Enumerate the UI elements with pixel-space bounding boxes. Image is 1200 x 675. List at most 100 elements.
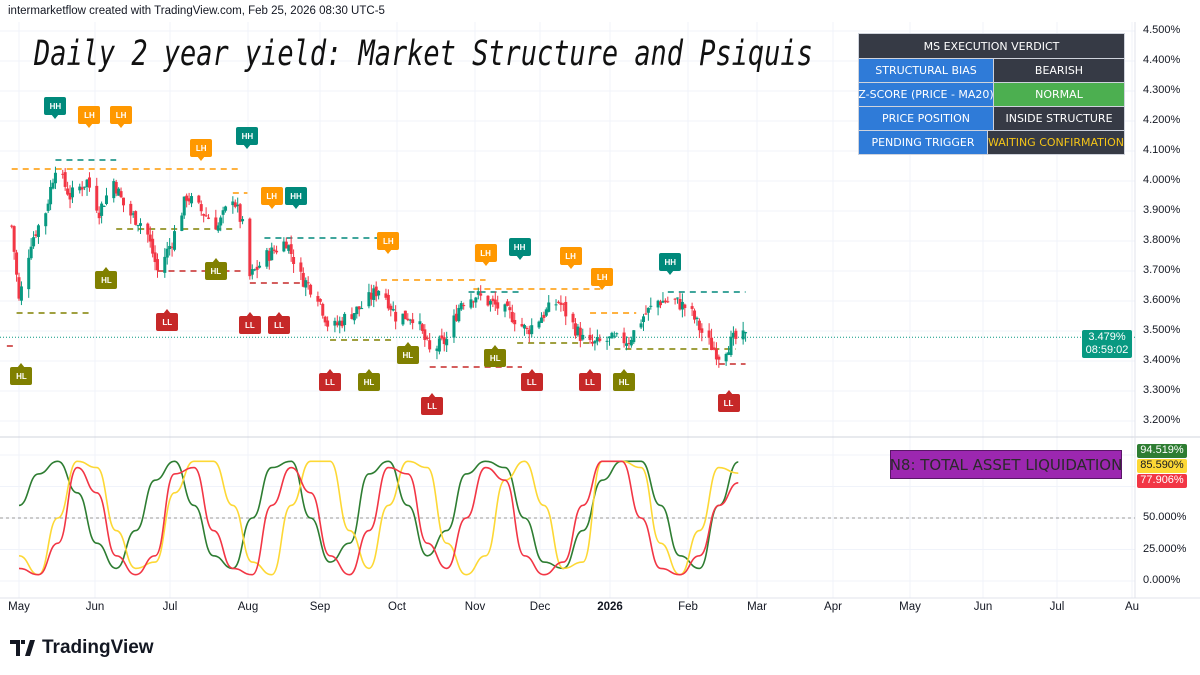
price-tick: 3.400% [1143, 354, 1181, 366]
candle [474, 297, 478, 303]
candle [539, 317, 543, 323]
candle [231, 201, 235, 206]
candle [522, 325, 526, 329]
time-tick: Nov [464, 601, 486, 613]
candle [457, 307, 461, 322]
candle [588, 334, 592, 340]
candle [267, 251, 271, 261]
candle [486, 295, 490, 306]
candle [214, 217, 218, 230]
candle [437, 338, 441, 352]
candle [236, 204, 240, 207]
row-label: PENDING TRIGGER [859, 131, 988, 154]
time-tick: Jun [973, 601, 993, 613]
candle [272, 249, 276, 251]
osc-tag-green: 94.519% [1137, 444, 1187, 458]
candle [304, 280, 308, 288]
candle [462, 305, 466, 307]
candle [564, 301, 568, 317]
verdict-table-title: MS EXECUTION VERDICT [859, 34, 1124, 58]
candle [15, 252, 19, 275]
row-value: WAITING CONFIRMATION [987, 131, 1124, 154]
candle [428, 340, 432, 350]
candle [309, 284, 313, 295]
candle [165, 248, 169, 258]
candle [95, 185, 99, 211]
candle [85, 179, 89, 187]
candle [119, 191, 123, 198]
structure-label-hl: HL [357, 369, 380, 391]
candle [292, 256, 296, 264]
candle [408, 319, 412, 321]
candle [131, 213, 135, 215]
candle [29, 246, 33, 259]
candle [435, 348, 439, 351]
candle [663, 300, 667, 303]
candle [627, 343, 631, 345]
candle [369, 292, 373, 300]
candle [593, 340, 597, 344]
structure-label-hl: HL [613, 369, 636, 391]
candle [622, 332, 626, 344]
time-tick: Aug [237, 601, 259, 613]
candle [284, 241, 288, 249]
candle [683, 304, 687, 309]
candle [471, 301, 475, 303]
candle [556, 301, 560, 303]
bar-countdown: 08:59:02 [1085, 344, 1129, 356]
candle [576, 326, 580, 336]
structure-label-lh: LH [110, 106, 133, 128]
candle [420, 324, 424, 331]
candle [469, 299, 473, 308]
candle [503, 304, 507, 312]
candle [289, 244, 293, 255]
candle [282, 241, 286, 252]
candle [112, 181, 116, 199]
candle [629, 339, 633, 346]
candle [384, 293, 388, 298]
candle [442, 337, 446, 345]
structure-label-lh: LH [78, 106, 101, 128]
tradingview-logo[interactable]: TradingView [10, 637, 154, 659]
structure-label-hh: HH [236, 127, 259, 149]
candle [202, 214, 206, 216]
candle [258, 265, 262, 268]
candle [265, 250, 269, 267]
candle [406, 318, 410, 321]
candle [649, 305, 653, 307]
candle [508, 307, 512, 311]
time-tick: Jun [85, 601, 105, 613]
candle [598, 338, 602, 341]
candle [250, 269, 254, 275]
candle [270, 247, 274, 261]
row-label: PRICE POSITION [859, 107, 994, 130]
candle [326, 320, 330, 327]
candle [275, 250, 279, 253]
candle [695, 317, 699, 319]
candle [323, 316, 327, 323]
candle [360, 308, 364, 310]
candle [394, 311, 398, 322]
candle [139, 223, 142, 226]
candle [513, 319, 517, 325]
candle [479, 293, 483, 296]
candle [676, 297, 680, 299]
candle [316, 296, 320, 302]
candle [66, 188, 70, 195]
candle [411, 319, 415, 324]
time-tick: 2026 [597, 601, 623, 613]
structure-label-lh: LH [377, 232, 400, 254]
candle [352, 313, 356, 321]
time-tick: Jul [162, 601, 178, 613]
candle [712, 347, 716, 350]
candle [100, 203, 104, 216]
candle [510, 311, 514, 323]
verdict-table: MS EXECUTION VERDICT STRUCTURAL BIAS BEAR… [858, 33, 1125, 155]
candle [70, 187, 74, 198]
brand-name: TradingView [42, 637, 154, 658]
candle [440, 335, 444, 339]
candle [690, 306, 694, 309]
candle [129, 203, 133, 216]
price-tick: 3.200% [1143, 414, 1181, 426]
